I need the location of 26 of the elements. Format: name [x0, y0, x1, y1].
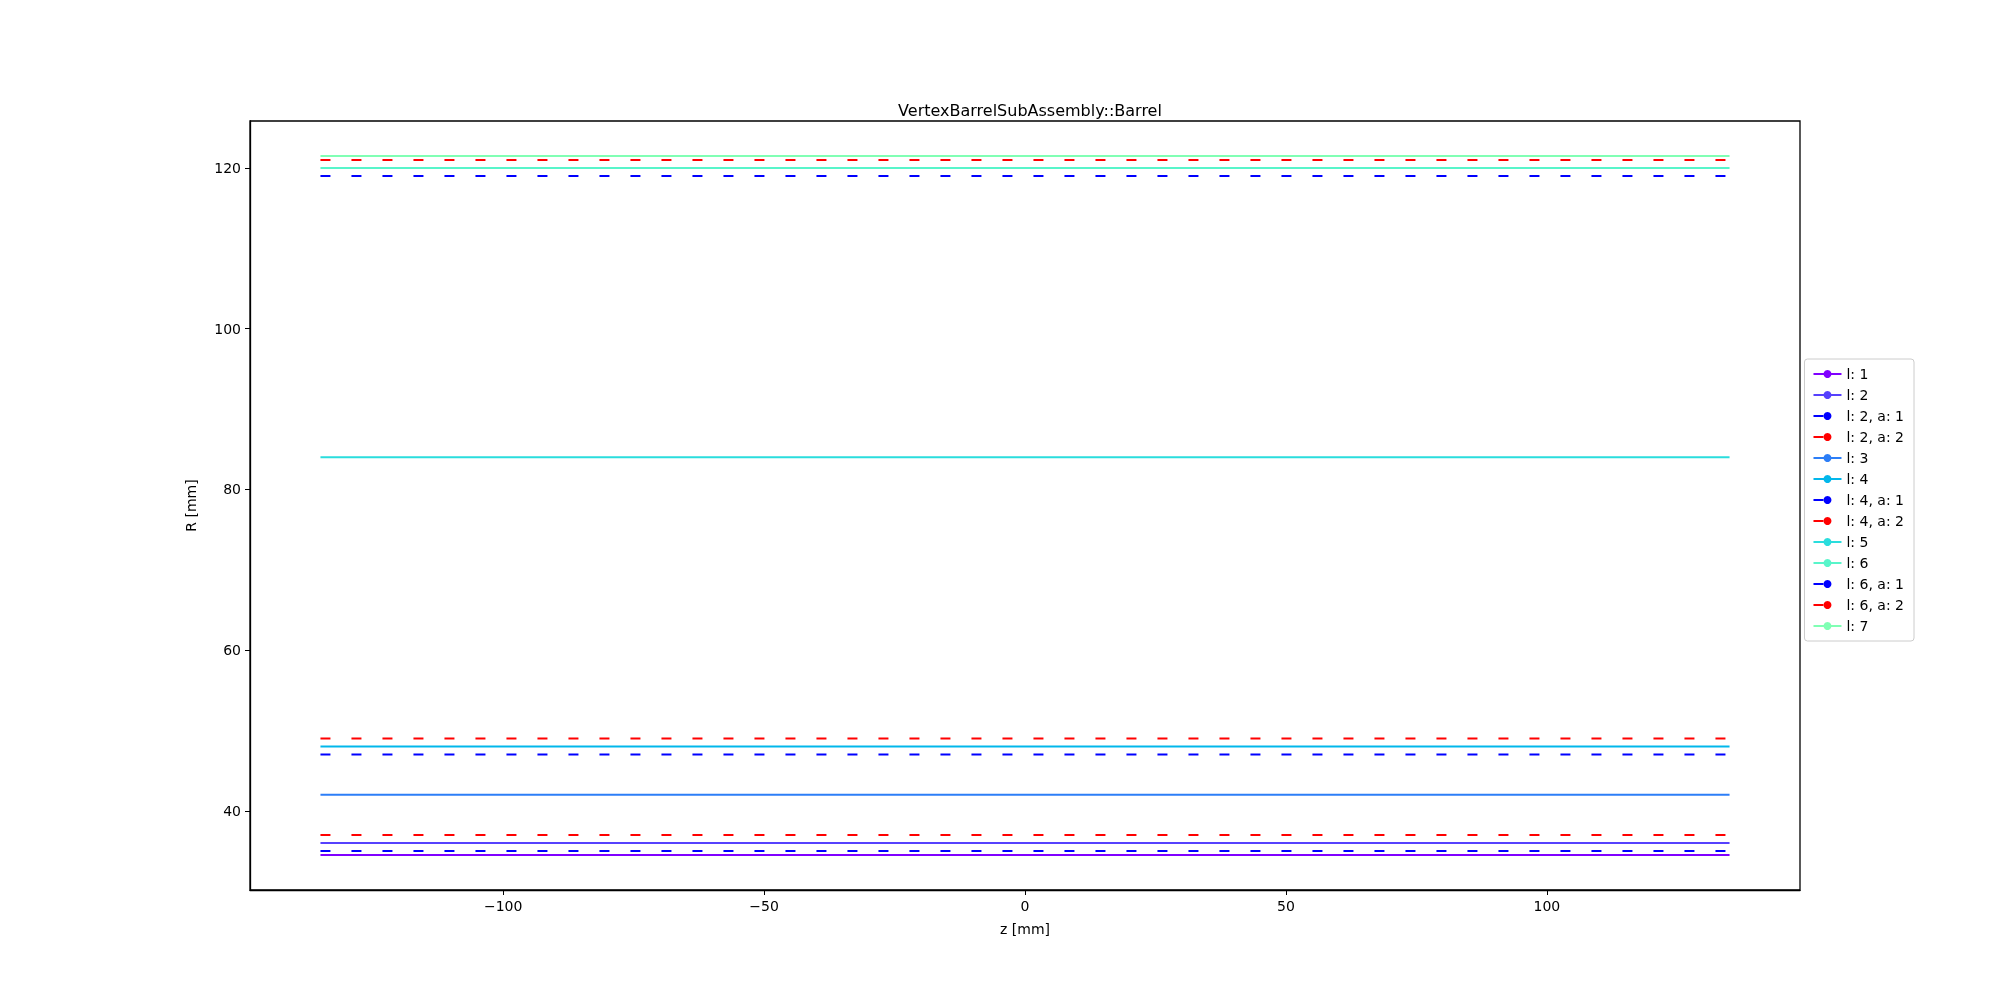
legend-label: l: 4, a: 2 — [1846, 513, 1905, 529]
chart-title: VertexBarrelSubAssembly::Barrel — [898, 100, 1162, 120]
legend-label: l: 4 — [1846, 471, 1869, 487]
y-tick-label: 80 — [223, 481, 241, 498]
legend-label: l: 7 — [1846, 618, 1869, 634]
legend-label: l: 4, a: 1 — [1846, 492, 1905, 508]
x-tick-label: 100 — [1533, 898, 1561, 914]
legend-label: l: 6, a: 1 — [1846, 576, 1905, 592]
legend-label: l: 6, a: 2 — [1846, 597, 1905, 613]
legend-label: l: 1 — [1846, 366, 1869, 382]
x-axis-title: z [mm] — [1000, 921, 1050, 937]
y-tick-label: 60 — [223, 642, 241, 659]
legend-label: l: 3 — [1846, 450, 1869, 466]
x-tick-label: −50 — [749, 898, 779, 914]
legend-label: l: 2 — [1846, 387, 1869, 403]
y-tick-label: 100 — [214, 320, 241, 337]
x-tick-label: 0 — [1020, 898, 1030, 914]
x-tick-label: 50 — [1277, 898, 1295, 914]
legend-label: l: 6 — [1846, 555, 1869, 571]
y-tick-label: 40 — [223, 802, 241, 819]
y-axis-title: R [mm] — [183, 479, 199, 532]
legend-label: l: 2, a: 2 — [1846, 429, 1905, 445]
legend-label: l: 5 — [1846, 534, 1869, 550]
y-tick-label: 120 — [214, 160, 241, 177]
x-tick-label: −100 — [483, 898, 523, 914]
legend-label: l: 2, a: 1 — [1846, 408, 1905, 424]
